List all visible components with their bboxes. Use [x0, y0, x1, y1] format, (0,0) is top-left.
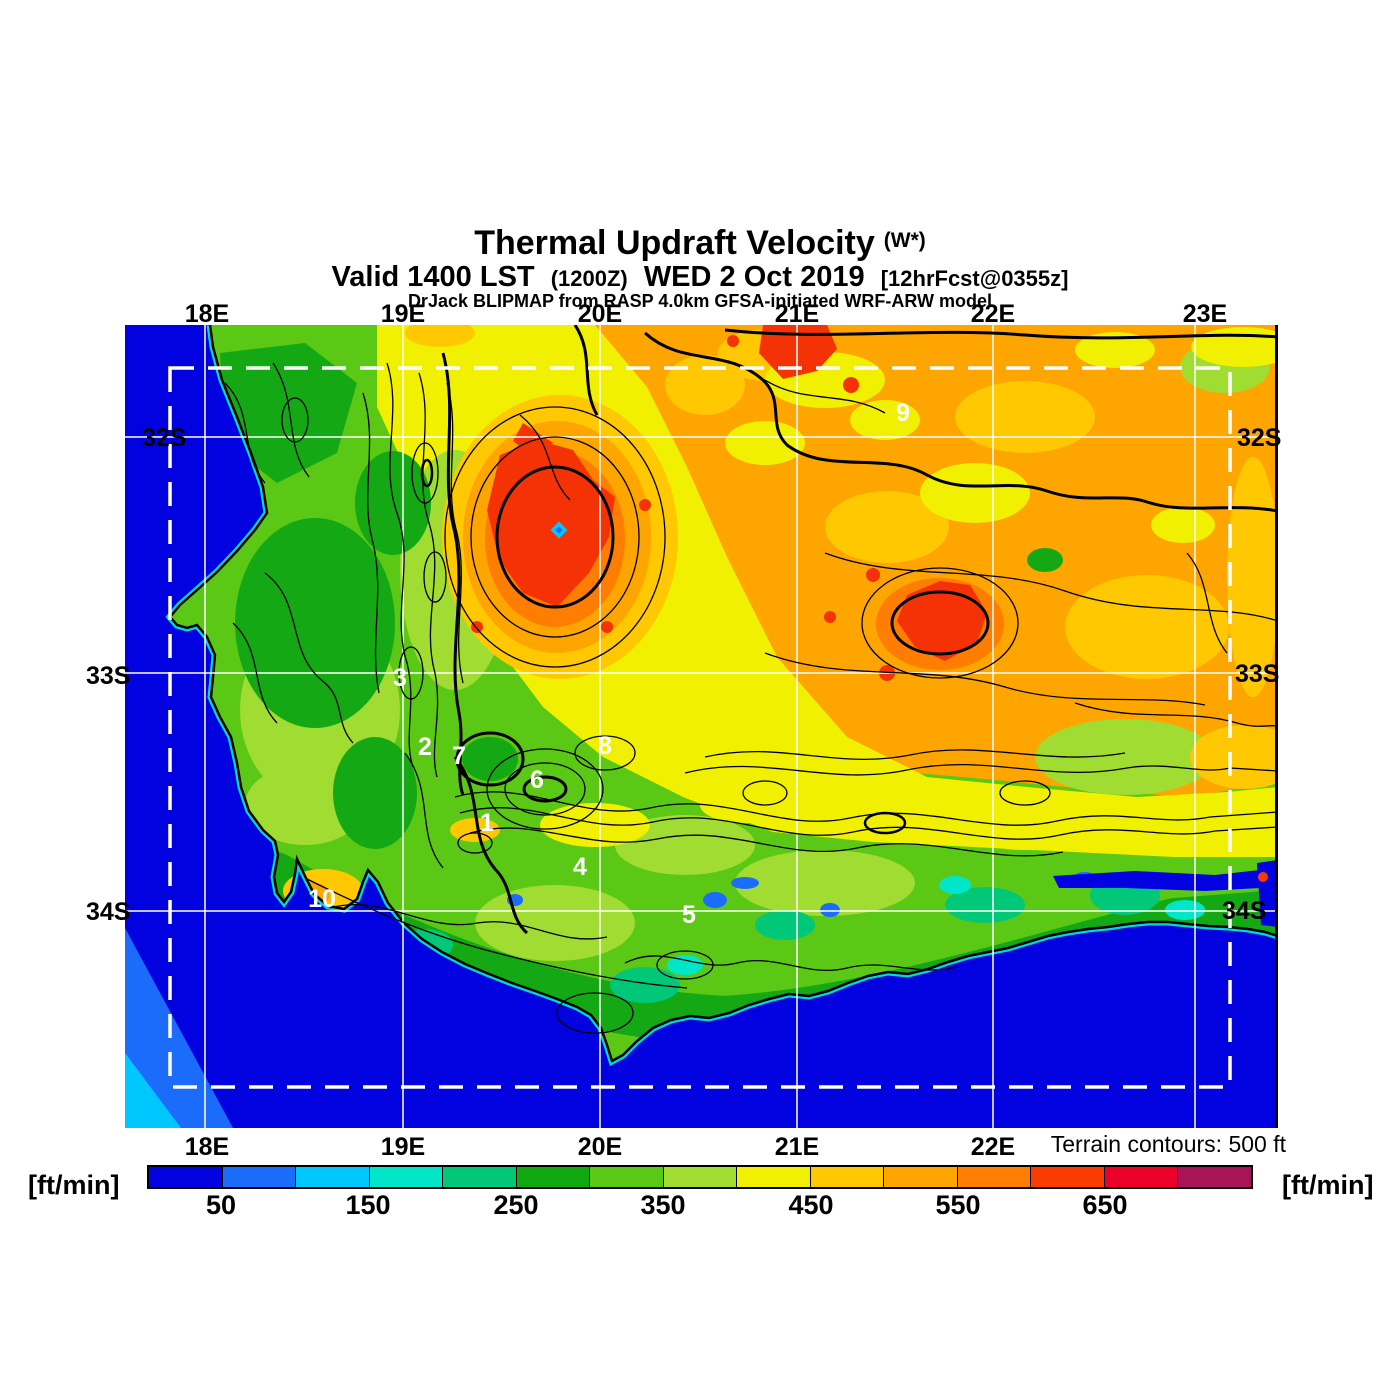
model-line: DrJack BLIPMAP from RASP 4.0km GFSA-init…: [407, 291, 993, 311]
waypoint-label-8: 8: [598, 732, 612, 760]
colorbar-unit-left: [ft/min]: [28, 1170, 120, 1200]
lon-label-top-23e: 23E: [1182, 300, 1228, 328]
lat-label-right-34s: 34S: [1222, 897, 1267, 925]
lon-label-bottom-22e: 22E: [970, 1133, 1016, 1161]
colorbar-tick-350: 350: [640, 1190, 686, 1220]
colorbar-segment: [442, 1167, 516, 1187]
forecast-map: 1 2 3 4 5 6 7 8 9 10: [125, 324, 1280, 1128]
lon-label-bottom-18e: 18E: [184, 1133, 230, 1161]
sink-speck: [550, 521, 568, 539]
valid-time: Valid 1400 LST: [331, 261, 535, 293]
lon-label-bottom-21e: 21E: [774, 1133, 820, 1161]
waypoint-labels: 1 2 3 4 5 6 7 8 9 10: [308, 399, 910, 929]
domain-boundary-box: [168, 366, 1232, 1089]
waypoint-label-4: 4: [573, 853, 587, 881]
colorbar: [147, 1165, 1253, 1189]
page-title: Thermal Updraft Velocity (W*): [0, 224, 1400, 263]
colorbar-segment: [662, 1167, 737, 1187]
colorbar-segment: [515, 1167, 590, 1187]
colorbar-segment: [736, 1167, 810, 1187]
lat-label-left-33s: 33S: [86, 662, 131, 690]
colorbar-segment: [368, 1167, 443, 1187]
colorbar-segment: [1030, 1167, 1104, 1187]
zulu-time: (1200Z): [550, 266, 628, 291]
waypoint-label-1: 1: [480, 809, 494, 837]
coastline: [168, 324, 1279, 1063]
lat-label-right-32s: 32S: [1237, 424, 1282, 452]
waypoint-label-10: 10: [308, 885, 336, 913]
colorbar-tick-450: 450: [788, 1190, 834, 1220]
lat-label-left-34s: 34S: [86, 898, 131, 926]
waypoint-label-7: 7: [452, 742, 466, 770]
terrain-contours-bold: [420, 324, 1279, 1128]
forecast-info: [12hrFcst@0355z]: [880, 266, 1069, 291]
title-main: Thermal Updraft Velocity: [474, 224, 875, 262]
map-canvas: 1 2 3 4 5 6 7 8 9 10: [125, 324, 1280, 1128]
colorbar-tick-150: 150: [345, 1190, 391, 1220]
colorbar-segment: [956, 1167, 1031, 1187]
colorbar-tick-250: 250: [493, 1190, 539, 1220]
lon-label-top-19e: 19E: [380, 300, 426, 328]
colorbar-segment: [149, 1167, 222, 1187]
colorbar-segment: [589, 1167, 663, 1187]
colorbar-segment: [295, 1167, 369, 1187]
terrain-contours: [224, 362, 1279, 1034]
lon-label-top-20e: 20E: [577, 300, 623, 328]
waypoint-label-2: 2: [418, 733, 432, 761]
colorbar-tick-50: 50: [205, 1190, 237, 1220]
valid-time-line: Valid 1400 LST (1200Z) WED 2 Oct 2019 [1…: [0, 261, 1400, 294]
colorbar-segment: [1103, 1167, 1178, 1187]
colorbar-segment: [221, 1167, 296, 1187]
colorbar-segment: [883, 1167, 957, 1187]
lon-label-top-18e: 18E: [184, 300, 230, 328]
title-wstar: (W*): [883, 229, 926, 252]
terrain-contours-note: Terrain contours: 500 ft: [1050, 1131, 1286, 1157]
colorbar-unit-right: [ft/min]: [1282, 1170, 1374, 1200]
waypoint-label-9: 9: [896, 399, 910, 427]
lat-label-right-33s: 33S: [1235, 660, 1280, 688]
waypoint-label-6: 6: [530, 766, 544, 794]
lon-label-bottom-19e: 19E: [380, 1133, 426, 1161]
waypoint-label-5: 5: [682, 901, 696, 929]
colorbar-tick-550: 550: [935, 1190, 981, 1220]
lon-label-top-22e: 22E: [970, 300, 1016, 328]
colorbar-segment: [1177, 1167, 1251, 1187]
colorbar-tick-650: 650: [1082, 1190, 1128, 1220]
waypoint-label-3: 3: [393, 664, 407, 692]
lat-label-left-32s: 32S: [142, 424, 187, 452]
valid-date: WED 2 Oct 2019: [643, 261, 865, 293]
lon-label-top-21e: 21E: [774, 300, 820, 328]
lon-label-bottom-20e: 20E: [577, 1133, 623, 1161]
colorbar-segment: [809, 1167, 884, 1187]
graticule: [125, 325, 1278, 1128]
